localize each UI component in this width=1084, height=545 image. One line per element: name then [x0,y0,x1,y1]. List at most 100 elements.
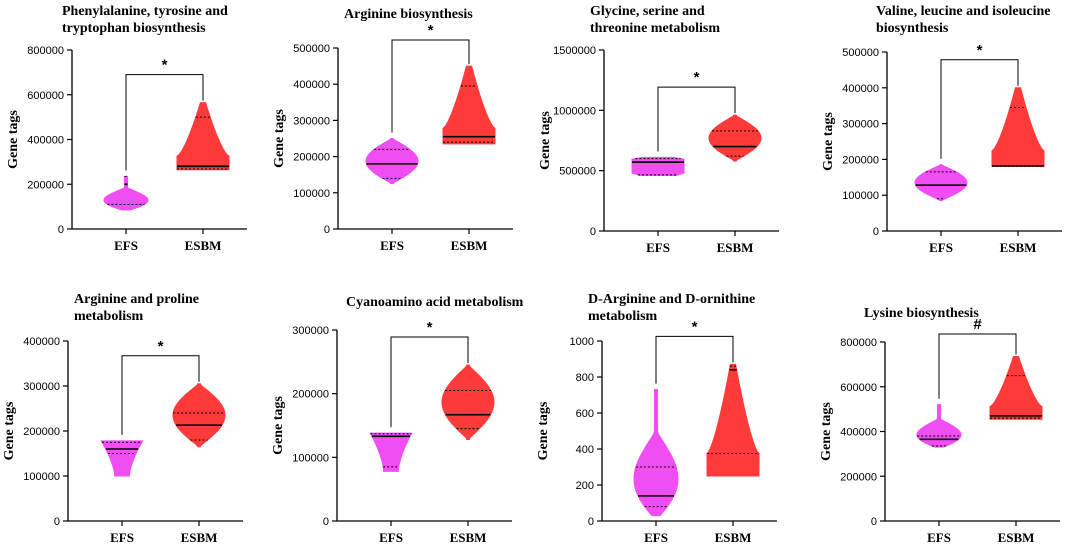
y-tick-label: 200000 [840,471,877,483]
y-tick-label: 0 [54,516,60,528]
y-tick-label: 500000 [842,47,879,59]
x-tick-label: EFS [644,530,668,545]
chart-title: Cyanoamino acid metabolism [346,295,524,310]
y-tick-label: 400000 [840,427,877,439]
y-axis-label: Gene tags [2,401,17,460]
y-tick-label: 0 [58,224,64,236]
chart-panel: Phenylalanine, tyrosine and tryptophan bi… [6,4,247,253]
chart-title: Arginine biosynthesis [344,7,473,22]
x-tick-label: EFS [929,240,953,255]
significance-bracket [655,335,734,384]
x-tick-label: EFS [110,530,134,545]
y-axis-label: Gene tags [6,110,21,169]
chart-panel: Cyanoamino acid metabolism Gene tags 0 1000… [271,295,524,545]
chart-panel: Glycine, serine and threonine metabolism G… [538,4,779,255]
significance-bracket [121,355,200,435]
y-axis-label: Gene tags [538,111,553,170]
chart-title: threonine metabolism [590,21,720,36]
x-tick-label: ESBM [717,240,754,255]
significance-marker: * [977,42,983,59]
significance-bracket [390,336,469,428]
y-tick-label: 300000 [293,115,330,127]
y-tick-label: 300000 [23,381,60,393]
significance-marker: * [162,57,168,74]
violin-esbm [176,102,230,171]
violin-esbm [706,363,760,477]
y-axis-label: Gene tags [271,396,286,455]
y-tick-label: 600000 [27,90,64,102]
violin-efs [100,440,144,477]
chart-title: Lysine biosynthesis [864,306,979,321]
y-tick-label: 200000 [23,426,60,438]
chart-title: biosynthesis [876,21,949,36]
y-axis-label: Gene tags [821,112,836,171]
y-tick-label: 600 [576,408,594,420]
x-tick-label: EFS [379,530,403,545]
chart-panel: Arginine and proline metabolism Gene tags 0… [2,292,243,545]
chart-title: metabolism [588,309,658,324]
y-tick-label: 300000 [842,119,879,131]
chart-title: metabolism [74,309,144,324]
y-tick-label: 500000 [559,166,596,178]
x-tick-label: ESBM [450,530,487,545]
chart-title: Phenylalanine, tyrosine and [62,4,228,19]
y-tick-label: 600000 [840,382,877,394]
y-tick-label: 200000 [292,389,329,401]
y-tick-label: 300000 [292,325,329,337]
violin-efs [633,389,679,517]
chart-title: Valine, leucine and isoleucine [876,4,1051,19]
y-tick-label: 400000 [293,79,330,91]
y-axis-label: Gene tags [536,401,551,460]
x-tick-label: ESBM [451,238,488,253]
significance-marker: * [158,338,164,355]
violin-efs [914,164,968,202]
x-tick-label: EFS [380,238,404,253]
significance-bracket [940,59,1019,159]
y-tick-label: 1000 [570,336,594,348]
violin-esbm [708,114,762,162]
y-tick-label: 0 [590,226,596,238]
x-tick-label: ESBM [1000,240,1037,255]
violin-esbm [441,364,495,441]
violin-esbm [991,87,1045,168]
chart-title: Arginine and proline [74,292,199,307]
y-tick-label: 400000 [23,336,60,348]
y-tick-label: 0 [588,516,594,528]
y-tick-label: 500000 [293,43,330,55]
y-axis-label: Gene tags [819,402,834,461]
y-tick-label: 400 [576,444,594,456]
chart-panel: Valine, leucine and isoleucine biosynthes… [821,4,1062,255]
significance-marker: * [428,22,434,39]
y-tick-label: 100000 [23,471,60,483]
significance-bracket [391,39,470,133]
y-tick-label: 800 [576,372,594,384]
y-tick-label: 400000 [27,135,64,147]
x-tick-label: EFS [927,530,951,545]
chart-panel: D-Arginine and D-ornithine metabolism Gene… [536,292,777,545]
chart-panel: Lysine biosynthesis Gene tags 0 200000 40000… [819,306,1060,545]
y-tick-label: 200000 [842,154,879,166]
y-tick-label: 0 [871,516,877,528]
y-axis-label: Gene tags [272,109,287,168]
significance-bracket [657,86,736,152]
x-tick-label: ESBM [715,530,752,545]
significance-marker: # [973,316,982,333]
x-tick-label: ESBM [181,530,218,545]
y-tick-label: 200000 [27,179,64,191]
x-tick-label: EFS [646,240,670,255]
y-tick-label: 1000000 [553,105,596,117]
chart-title: tryptophan biosynthesis [62,21,206,36]
significance-bracket [125,74,204,171]
y-tick-label: 0 [323,516,329,528]
violin-esbm [442,65,496,145]
violin-efs [916,404,962,448]
y-tick-label: 1500000 [553,45,596,57]
chart-title: Glycine, serine and [590,4,705,19]
y-tick-label: 0 [873,226,879,238]
y-tick-label: 200000 [293,152,330,164]
y-tick-label: 100000 [293,188,330,200]
y-tick-label: 800000 [27,45,64,57]
y-tick-label: 200 [576,480,594,492]
significance-marker: * [427,319,433,336]
